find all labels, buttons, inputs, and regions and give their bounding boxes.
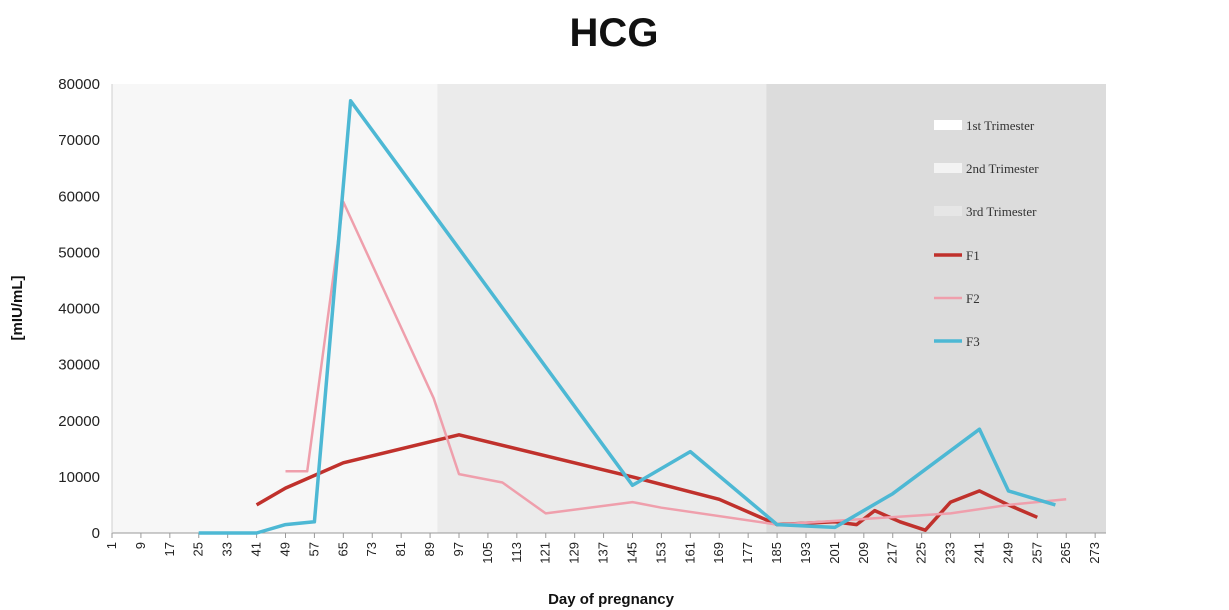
- x-tick-label: 17: [162, 542, 177, 556]
- trimester-band-2: [437, 84, 767, 533]
- x-tick-label: 33: [220, 542, 235, 556]
- x-tick-label: 257: [1029, 542, 1044, 564]
- x-tick-label: 273: [1087, 542, 1102, 564]
- series-line-f1: [255, 433, 1038, 532]
- legend-label-trimester-2: 2nd Trimester: [966, 161, 1039, 176]
- x-tick-label: 193: [798, 542, 813, 564]
- x-tick-label: 169: [711, 542, 726, 564]
- x-axis-label: Day of pregnancy: [548, 591, 675, 608]
- legend-swatch-trimester-1: [934, 120, 962, 130]
- x-tick-label: 233: [943, 542, 958, 564]
- axes: [111, 84, 1106, 538]
- series-line-f2: [285, 200, 1067, 526]
- x-tick-label: 177: [740, 542, 755, 564]
- y-tick-label: 10000: [58, 469, 100, 486]
- y-tick-label: 60000: [58, 188, 100, 205]
- x-tick-label: 9: [133, 542, 148, 549]
- x-tick-label: 49: [277, 542, 292, 556]
- x-tick-label: 145: [624, 542, 639, 564]
- trimester-band-1: [112, 84, 438, 533]
- x-tick-label: 121: [538, 542, 553, 564]
- x-tick-label: 209: [856, 542, 871, 564]
- x-tick-label: 129: [567, 542, 582, 564]
- x-tick-label: 161: [682, 542, 697, 564]
- x-tick-label: 201: [827, 542, 842, 564]
- x-tick-label: 225: [914, 542, 929, 564]
- chart-title: HCG: [570, 11, 659, 55]
- x-tick-label: 81: [393, 542, 408, 556]
- legend-label-f3: F3: [966, 334, 980, 349]
- x-tick-label: 57: [306, 542, 321, 556]
- x-tick-label: 113: [509, 542, 524, 563]
- x-tick-label: 25: [191, 542, 206, 556]
- legend: 1st Trimester 2nd Trimester 3rd Trimester F…: [934, 118, 1039, 349]
- y-tick-label: 70000: [58, 132, 100, 149]
- trimester-band-3: [766, 84, 1106, 533]
- x-tick-label: 41: [249, 542, 264, 556]
- legend-swatch-trimester-2: [934, 163, 962, 173]
- legend-label-trimester-3: 3rd Trimester: [966, 204, 1037, 219]
- x-tick-label: 217: [885, 542, 900, 564]
- legend-swatch-trimester-3: [934, 206, 962, 216]
- x-tick-label: 249: [1000, 542, 1015, 564]
- y-axis-label: [mIU/mL]: [9, 276, 26, 341]
- x-tick-label: 73: [364, 542, 379, 556]
- y-tick-label: 50000: [58, 244, 100, 261]
- x-tick-label: 65: [335, 542, 350, 556]
- x-tick-label: 1: [104, 542, 119, 549]
- y-tick-label: 40000: [58, 301, 100, 318]
- legend-label-f1: F1: [966, 248, 980, 263]
- x-tick-label: 105: [480, 542, 495, 564]
- legend-label-f2: F2: [966, 291, 980, 306]
- y-tick-label: 30000: [58, 357, 100, 374]
- x-tick-label: 89: [422, 542, 437, 556]
- x-tick-label: 153: [653, 542, 668, 564]
- x-tick-label: 137: [596, 542, 611, 564]
- x-tick-label: 265: [1058, 542, 1073, 564]
- x-tick-label: 97: [451, 542, 466, 556]
- series-line-f3: [198, 99, 1056, 535]
- y-tick-label: 80000: [58, 76, 100, 93]
- trimester-backgrounds: [112, 84, 1106, 533]
- x-tick-label: 241: [971, 542, 986, 564]
- y-tick-label: 20000: [58, 413, 100, 430]
- series-lines: [198, 99, 1067, 535]
- y-tick-label: 0: [92, 525, 100, 542]
- legend-label-trimester-1: 1st Trimester: [966, 118, 1035, 133]
- x-tick-label: 185: [769, 542, 784, 564]
- tick-labels: 0 10000 20000 30000 40000 50000 60000 70000 8000…: [58, 76, 1102, 564]
